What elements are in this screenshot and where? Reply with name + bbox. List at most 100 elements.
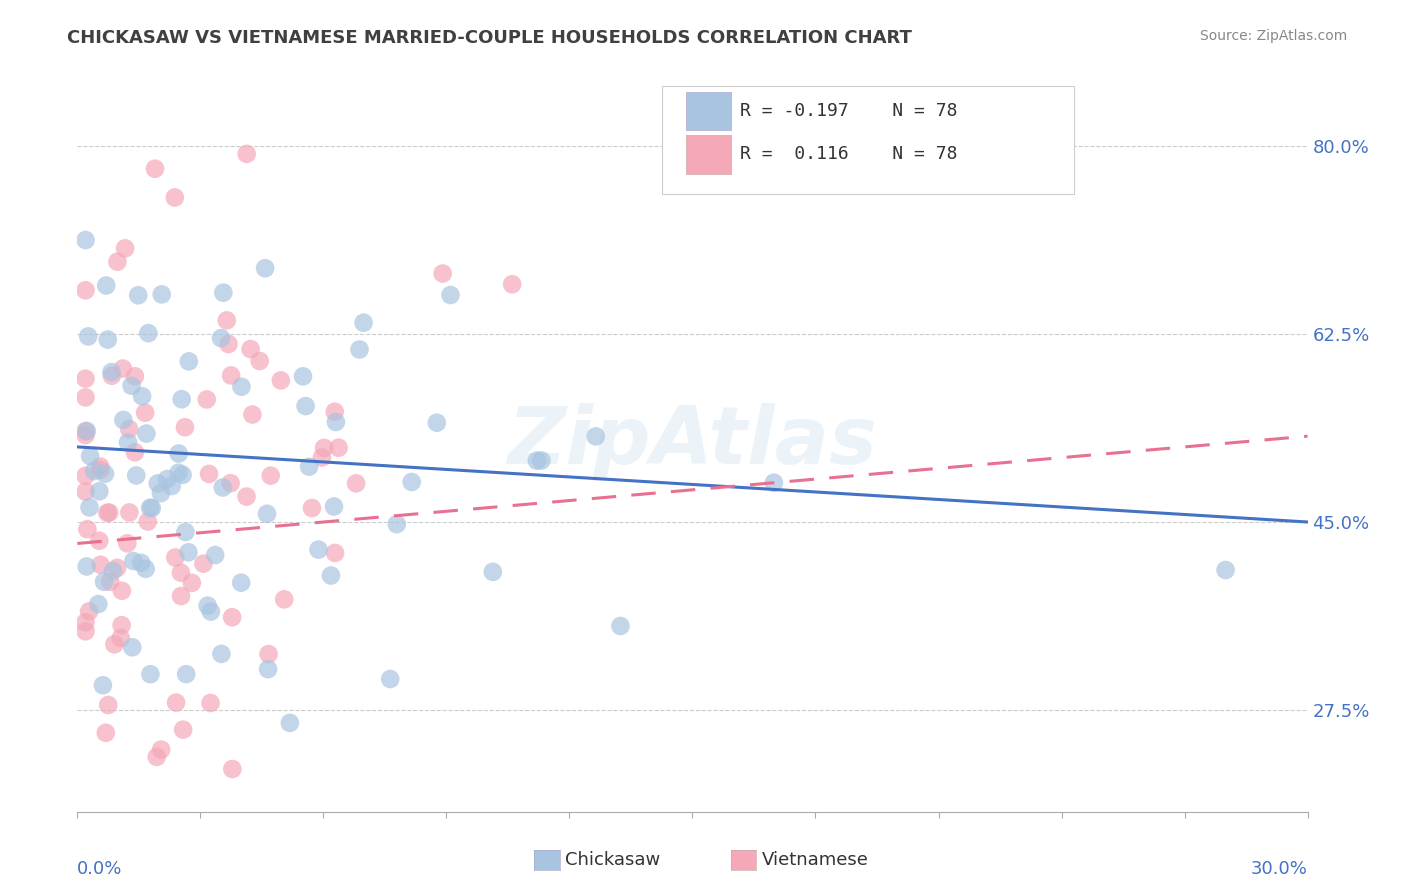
Point <box>89 533 111 548</box>
Point <box>96 506 118 520</box>
Point <box>323 405 346 419</box>
Point <box>103 637 125 651</box>
Point <box>177 545 200 559</box>
Point <box>242 408 264 422</box>
Point <box>75 391 97 405</box>
Point <box>256 507 278 521</box>
Point <box>90 463 112 477</box>
Text: CHICKASAW VS VIETNAMESE MARRIED-COUPLE HOUSEHOLDS CORRELATION CHART: CHICKASAW VS VIETNAMESE MARRIED-COUPLE H… <box>67 29 912 46</box>
Point <box>221 762 243 776</box>
Point <box>75 428 97 442</box>
Point <box>124 369 146 384</box>
Point <box>125 468 148 483</box>
Point <box>127 288 149 302</box>
Point <box>75 233 97 247</box>
Point <box>294 399 316 413</box>
Point <box>94 726 117 740</box>
Point <box>301 501 323 516</box>
Point <box>94 832 117 847</box>
Point <box>139 500 162 515</box>
Point <box>143 161 166 176</box>
Point <box>156 472 179 486</box>
Point <box>83 464 105 478</box>
Point <box>112 413 135 427</box>
FancyBboxPatch shape <box>686 136 731 174</box>
Point <box>204 548 226 562</box>
Point <box>121 378 143 392</box>
Point <box>146 476 169 491</box>
Point <box>111 361 134 376</box>
Point <box>609 619 631 633</box>
Point <box>117 536 139 550</box>
Point <box>221 610 243 624</box>
Point <box>79 449 101 463</box>
Point <box>172 723 194 737</box>
Point <box>97 698 120 712</box>
Point <box>76 559 98 574</box>
Point <box>136 515 159 529</box>
Point <box>111 583 134 598</box>
Point <box>87 597 110 611</box>
Text: R =  0.116    N = 78: R = 0.116 N = 78 <box>741 145 957 163</box>
Point <box>257 647 280 661</box>
Point <box>231 575 253 590</box>
Point <box>482 565 505 579</box>
Point <box>291 369 314 384</box>
Point <box>129 556 152 570</box>
Point <box>79 500 101 515</box>
Point <box>101 368 124 383</box>
Point <box>174 667 197 681</box>
Point <box>146 750 169 764</box>
Point <box>120 51 142 65</box>
Point <box>165 696 187 710</box>
Point <box>218 337 240 351</box>
Point <box>139 667 162 681</box>
Point <box>530 453 553 467</box>
Point <box>167 446 190 460</box>
Text: R = -0.197    N = 78: R = -0.197 N = 78 <box>741 102 957 120</box>
Point <box>212 285 235 300</box>
Point <box>200 696 222 710</box>
Point <box>298 459 321 474</box>
Point <box>110 618 132 632</box>
Point <box>98 506 121 520</box>
Point <box>172 467 194 482</box>
Point <box>117 435 139 450</box>
Point <box>200 605 222 619</box>
Point <box>501 277 523 292</box>
Point <box>100 365 122 379</box>
Text: Vietnamese: Vietnamese <box>762 851 869 869</box>
Text: ZipAtlas: ZipAtlas <box>508 402 877 481</box>
Point <box>131 389 153 403</box>
Point <box>97 333 120 347</box>
Point <box>135 562 157 576</box>
Point <box>1215 563 1237 577</box>
Point <box>254 261 277 276</box>
Point <box>209 331 232 345</box>
Point <box>118 505 141 519</box>
Point <box>75 484 97 499</box>
Point <box>76 424 98 438</box>
Point <box>257 662 280 676</box>
Point <box>101 564 124 578</box>
Point <box>328 441 350 455</box>
Point <box>110 631 132 645</box>
Point <box>401 475 423 489</box>
Point <box>174 524 197 539</box>
Point <box>219 476 242 491</box>
Point <box>122 554 145 568</box>
Point <box>150 742 173 756</box>
Point <box>231 380 253 394</box>
Point <box>273 592 295 607</box>
Point <box>96 278 118 293</box>
Point <box>235 146 257 161</box>
Point <box>124 445 146 459</box>
Point <box>141 501 163 516</box>
Point <box>380 672 402 686</box>
Point <box>165 550 187 565</box>
Point <box>76 522 98 536</box>
Point <box>149 486 172 500</box>
Point <box>385 517 408 532</box>
Point <box>249 354 271 368</box>
Point <box>135 426 157 441</box>
